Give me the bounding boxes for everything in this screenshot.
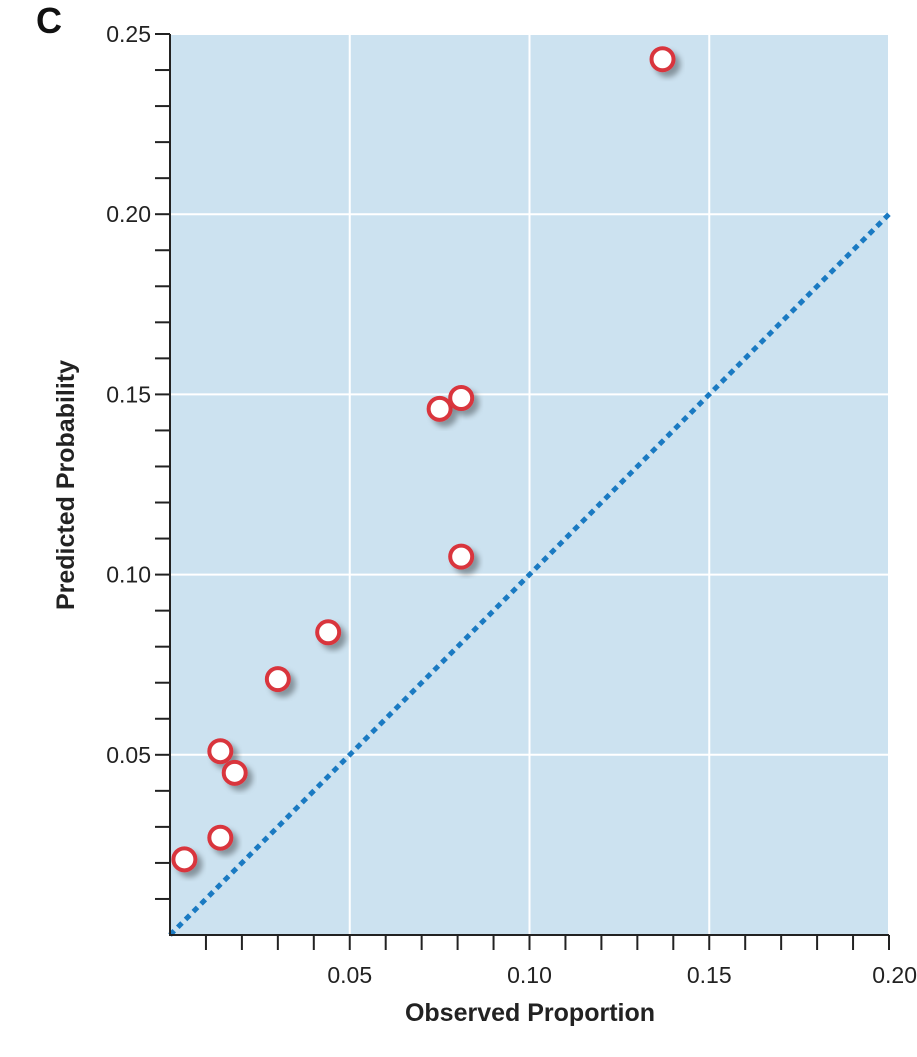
data-points <box>171 46 676 873</box>
data-point <box>448 385 475 412</box>
data-point <box>171 846 198 873</box>
data-point <box>315 619 342 646</box>
identity-reference-line <box>168 212 891 937</box>
y-tick-label: 0.20 <box>106 201 151 227</box>
identity-line <box>168 212 891 937</box>
x-tick-labels: 0.05 0.10 0.15 0.20 <box>327 962 917 988</box>
y-tick-label: 0.05 <box>106 742 151 768</box>
y-tick-label: 0.10 <box>106 562 151 588</box>
x-axis-title: Observed Proportion <box>405 999 655 1027</box>
data-point <box>207 824 234 851</box>
data-point <box>448 543 475 570</box>
y-tick-label: 0.15 <box>106 381 151 407</box>
x-tick-label: 0.15 <box>687 962 732 988</box>
data-point <box>426 395 453 422</box>
axes <box>155 33 890 950</box>
x-tick-label: 0.05 <box>327 962 372 988</box>
data-point <box>221 759 248 786</box>
data-point <box>649 46 676 73</box>
x-tick-label: 0.20 <box>872 962 917 988</box>
y-tick-label: 0.25 <box>106 21 151 47</box>
data-point <box>264 666 291 693</box>
y-axis-title: Predicted Probability <box>52 360 80 610</box>
panel-label: C <box>36 0 62 41</box>
y-tick-labels: 0.05 0.10 0.15 0.20 0.25 <box>106 21 151 768</box>
data-point <box>207 738 234 765</box>
x-tick-label: 0.10 <box>507 962 552 988</box>
